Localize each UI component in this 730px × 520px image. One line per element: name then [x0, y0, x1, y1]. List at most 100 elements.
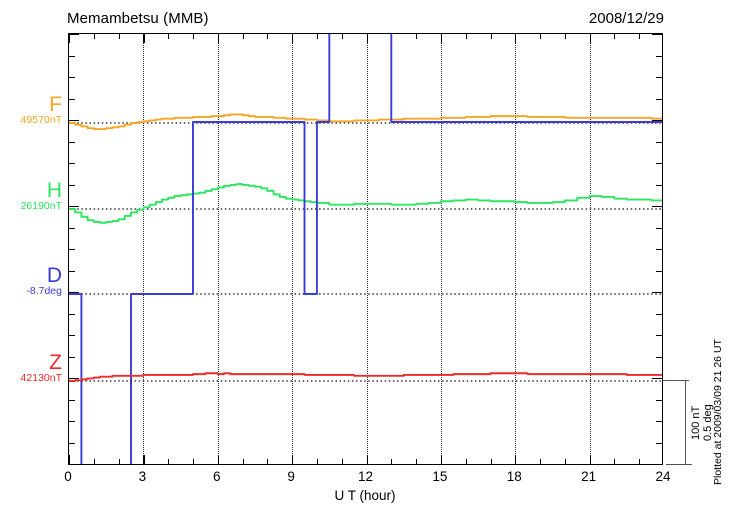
y-tick-right-6 — [656, 163, 662, 164]
y-tick-left-10 — [69, 249, 75, 250]
x-tick-bottom-3 — [143, 455, 145, 464]
y-tick-left-18 — [69, 421, 75, 422]
y-tick-left-2 — [69, 77, 75, 78]
y-tick-right-15 — [656, 356, 662, 358]
scale-bar-top-connector — [663, 380, 689, 382]
y-tick-left-9 — [69, 227, 75, 229]
y-tick-left-17 — [69, 399, 75, 401]
gridline-hour-21 — [589, 34, 591, 464]
y-tick-left-16 — [69, 378, 79, 380]
x-tick-bottom-13 — [391, 459, 393, 464]
x-tick-label-12: 12 — [357, 469, 374, 484]
x-tick-bottom-19 — [540, 459, 541, 464]
y-tick-right-9 — [656, 227, 662, 229]
y-tick-left-8 — [69, 206, 79, 208]
y-tick-left-14 — [69, 335, 75, 336]
x-tick-top-15 — [440, 34, 443, 43]
y-tick-left-1 — [69, 55, 75, 57]
scale-bar-nt-text: 100 nT — [690, 405, 702, 441]
x-tick-top-11 — [341, 34, 343, 39]
x-tick-bottom-5 — [193, 459, 194, 464]
component-label-H: H 26190nT — [0, 179, 62, 213]
y-tick-right-18 — [656, 421, 662, 422]
x-tick-bottom-10 — [316, 459, 318, 464]
y-tick-left-5 — [69, 141, 75, 143]
component-letter-Z: Z — [49, 351, 62, 374]
x-tick-top-16 — [465, 34, 467, 39]
x-tick-label-15: 15 — [432, 469, 448, 484]
y-tick-right-8 — [652, 206, 662, 208]
trace-D — [69, 34, 662, 464]
component-baseline-value-D: -8.7deg — [26, 285, 62, 297]
trace-H — [69, 183, 662, 224]
x-tick-label-9: 9 — [287, 469, 295, 484]
x-tick-label-3: 3 — [138, 469, 147, 484]
scale-bar-bottom-connector — [666, 464, 692, 466]
x-axis-title-text: U T (hour) — [334, 488, 396, 503]
x-tick-top-19 — [540, 34, 541, 39]
page-title: Memambetsu (MMB) — [67, 10, 209, 27]
y-tick-right-11 — [656, 270, 662, 272]
x-tick-bottom-21 — [589, 455, 591, 464]
y-tick-left-11 — [69, 270, 75, 272]
x-tick-bottom-14 — [416, 459, 418, 464]
y-tick-right-1 — [656, 55, 662, 57]
x-tick-top-14 — [416, 34, 418, 39]
x-tick-label-24: 24 — [655, 469, 671, 484]
x-tick-top-5 — [193, 34, 194, 39]
x-tick-top-1 — [93, 34, 95, 39]
component-label-Z: Z 42130nT — [0, 351, 62, 385]
y-tick-right-4 — [652, 120, 662, 122]
y-tick-left-12 — [69, 292, 79, 294]
x-tick-bottom-17 — [490, 459, 492, 464]
gridline-hour-3 — [143, 34, 145, 464]
component-baseline-value-F: 49570nT — [20, 114, 62, 126]
gridline-hour-15 — [440, 34, 442, 464]
plot-area — [69, 34, 662, 464]
gridline-hour-12 — [366, 34, 368, 464]
y-tick-right-0 — [652, 34, 662, 36]
scale-bar-label: 100 nT 0.5 deg — [690, 390, 714, 456]
plotted-at-label: Plotted at 2009/03/09 21 26 UT — [712, 339, 724, 485]
x-tick-bottom-23 — [639, 459, 641, 464]
trace-Z — [69, 372, 662, 382]
y-tick-left-15 — [69, 356, 75, 358]
y-tick-right-7 — [656, 184, 662, 186]
x-tick-bottom-20 — [564, 459, 566, 464]
trace-F — [69, 113, 662, 130]
x-tick-top-18 — [515, 34, 517, 43]
component-letter-H: H — [46, 179, 62, 202]
trace-layer — [69, 34, 662, 464]
x-tick-top-0 — [69, 34, 71, 43]
y-tick-left-0 — [69, 34, 79, 36]
y-tick-right-14 — [656, 335, 662, 336]
component-label-F: F 49570nT — [0, 93, 62, 127]
y-tick-right-16 — [652, 378, 662, 380]
scale-bar-vertical-line — [685, 380, 687, 465]
component-label-D: D -8.7deg — [0, 264, 62, 298]
x-tick-bottom-7 — [242, 459, 244, 464]
y-tick-right-12 — [652, 292, 662, 294]
plot-frame — [68, 33, 663, 465]
component-baseline-value-Z: 42130nT — [20, 372, 62, 384]
component-letter-F: F — [49, 93, 62, 116]
x-tick-bottom-18 — [515, 455, 517, 464]
x-tick-top-8 — [267, 34, 269, 39]
x-tick-label-21: 21 — [581, 469, 597, 484]
scale-bar — [663, 379, 703, 467]
x-tick-top-20 — [564, 34, 566, 39]
x-tick-bottom-9 — [292, 455, 294, 464]
y-tick-left-3 — [69, 98, 75, 100]
x-tick-top-6 — [217, 34, 219, 43]
x-tick-top-12 — [366, 34, 368, 43]
x-tick-bottom-4 — [168, 459, 170, 464]
x-axis-title: U T (hour) — [0, 488, 730, 503]
y-tick-left-7 — [69, 184, 75, 186]
x-tick-bottom-0 — [69, 455, 71, 464]
x-tick-bottom-2 — [118, 459, 120, 464]
x-tick-bottom-8 — [267, 459, 269, 464]
x-tick-top-9 — [292, 34, 294, 43]
component-letter-D: D — [46, 264, 62, 287]
x-tick-bottom-1 — [93, 459, 95, 464]
y-tick-right-17 — [656, 399, 662, 401]
